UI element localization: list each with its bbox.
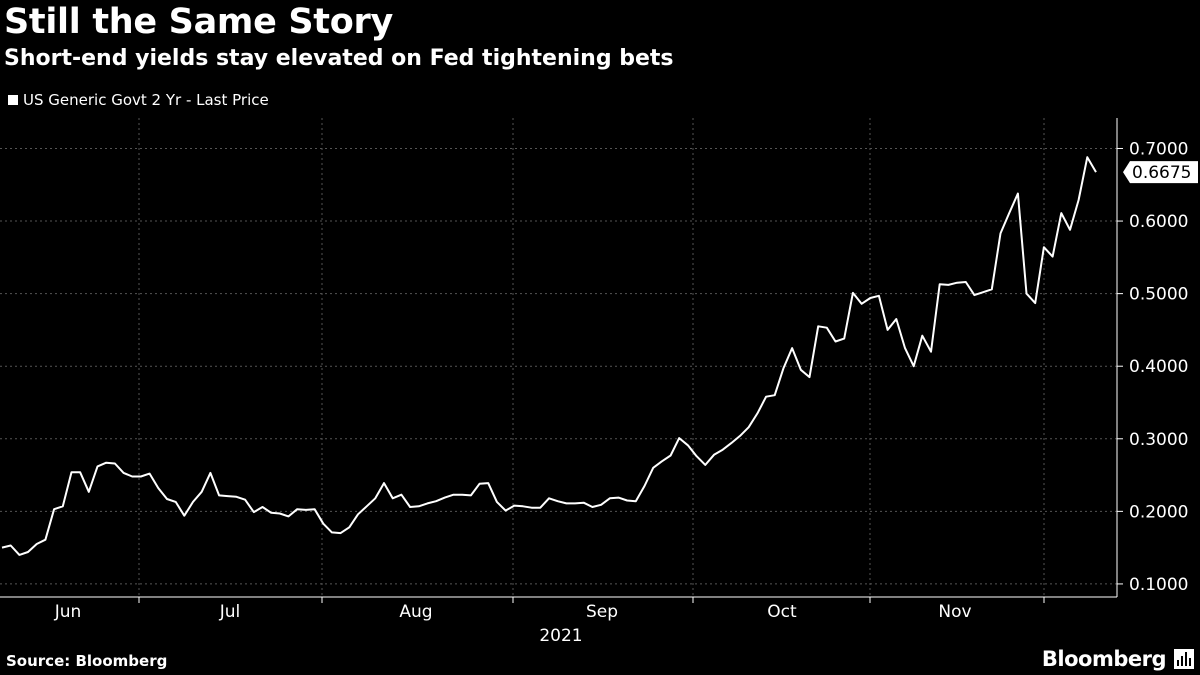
y-tick-label: 0.3000 [1129,430,1188,450]
x-tick-label: Sep [586,602,618,622]
x-tick-label: Jul [219,602,241,622]
legend-label: US Generic Govt 2 Yr - Last Price [23,91,269,109]
x-tick-label: Aug [399,602,432,622]
y-tick-label: 0.6000 [1129,212,1188,232]
source-note: Source: Bloomberg [6,652,168,670]
y-tick-label: 0.5000 [1129,285,1188,305]
chart-title: Still the Same Story [4,2,393,42]
legend: US Generic Govt 2 Yr - Last Price [8,91,269,109]
last-value-badge [1123,161,1198,184]
last-value-label: 0.6675 [1132,163,1191,183]
bloomberg-logo-icon [1174,649,1194,669]
y-tick-label: 0.4000 [1129,357,1188,377]
brand-logo-text: Bloomberg [1041,647,1167,671]
chart-subtitle: Short-end yields stay elevated on Fed ti… [4,46,674,71]
x-tick-label: Nov [938,602,971,622]
y-tick-label: 0.7000 [1129,139,1188,159]
legend-swatch [8,95,18,105]
series-line [1,156,1097,556]
y-tick-label: 0.1000 [1129,575,1188,595]
x-tick-label: Jun [54,602,82,622]
y-tick-label: 0.2000 [1129,502,1188,522]
x-period-label: 2021 [539,626,582,646]
x-tick-label: Oct [767,602,797,622]
